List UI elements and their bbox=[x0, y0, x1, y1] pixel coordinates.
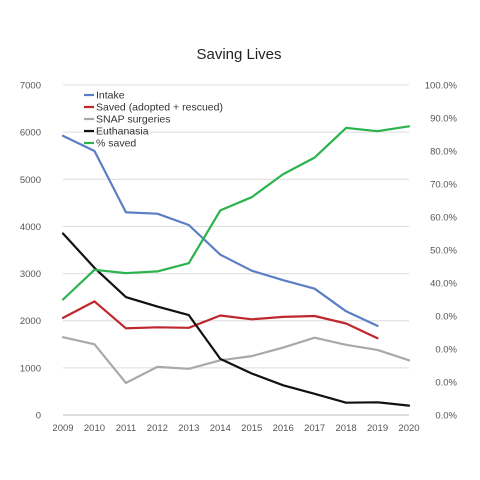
x-tick-label: 2020 bbox=[398, 423, 419, 434]
series-line-snap-surgeries bbox=[61, 336, 411, 384]
y2-tick-label: 60.0% bbox=[430, 213, 457, 224]
y2-tick-label: 90.0% bbox=[430, 114, 457, 125]
y2-tick-label: 80.0% bbox=[430, 147, 457, 158]
x-tick-label: 2012 bbox=[147, 423, 168, 434]
y-tick-label: 4000 bbox=[20, 222, 41, 233]
y-tick-label: 0 bbox=[36, 411, 41, 422]
y2-tick-label: 0.0% bbox=[435, 312, 457, 323]
legend-label: Euthanasia bbox=[96, 126, 149, 138]
x-tick-label: 2018 bbox=[336, 423, 357, 434]
y2-tick-label: 100.0% bbox=[425, 81, 458, 92]
series-line-euthanasia bbox=[61, 232, 411, 407]
y-tick-label: 5000 bbox=[20, 175, 41, 186]
y2-tick-label: 40.0% bbox=[430, 279, 457, 290]
series-line-saved-adopted-rescued bbox=[61, 300, 379, 340]
y-tick-label: 7000 bbox=[20, 81, 41, 92]
plot-area bbox=[61, 125, 411, 407]
x-tick-label: 2009 bbox=[52, 423, 73, 434]
legend-label: % saved bbox=[96, 138, 136, 150]
x-tick-label: 2015 bbox=[241, 423, 262, 434]
series-line-intake bbox=[61, 134, 379, 327]
y-tick-label: 6000 bbox=[20, 128, 41, 139]
y-tick-label: 1000 bbox=[20, 363, 41, 374]
y2-tick-label: 0.0% bbox=[435, 345, 457, 356]
y2-tick-label: 50.0% bbox=[430, 246, 457, 257]
legend-label: Intake bbox=[96, 90, 125, 102]
x-tick-label: 2016 bbox=[273, 423, 294, 434]
y-tick-label: 3000 bbox=[20, 269, 41, 280]
axes: 0 1000 2000 3000 4000 5000 6000 7000 0.0% 0.0% 0.0… bbox=[20, 81, 458, 435]
x-tick-label: 2017 bbox=[304, 423, 325, 434]
series-line-saved bbox=[61, 125, 411, 301]
x-tick-label: 2011 bbox=[116, 423, 136, 434]
y2-tick-label: 0.0% bbox=[435, 411, 457, 422]
x-tick-label: 2010 bbox=[84, 423, 105, 434]
y-tick-label: 2000 bbox=[20, 316, 41, 327]
y2-tick-label: 70.0% bbox=[430, 180, 457, 191]
x-tick-label: 2019 bbox=[367, 423, 388, 434]
chart-title: Saving Lives bbox=[196, 46, 281, 63]
legend-label: SNAP surgeries bbox=[96, 114, 171, 126]
y2-tick-label: 0.0% bbox=[435, 378, 457, 389]
legend-label: Saved (adopted + rescued) bbox=[96, 102, 223, 114]
x-tick-label: 2013 bbox=[178, 423, 199, 434]
x-tick-label: 2014 bbox=[210, 423, 231, 434]
